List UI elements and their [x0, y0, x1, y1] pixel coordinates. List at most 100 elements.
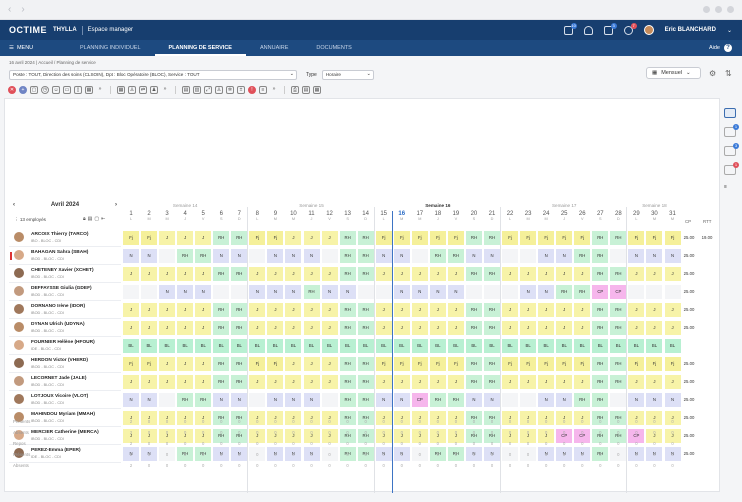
schedule-cell[interactable]: Fj — [429, 357, 446, 371]
schedule-cell[interactable]: J — [249, 411, 266, 425]
schedule-cell[interactable]: J — [123, 321, 140, 335]
schedule-cell[interactable]: N — [465, 393, 482, 407]
schedule-cell[interactable]: N — [465, 249, 482, 263]
schedule-cell[interactable] — [484, 285, 501, 299]
schedule-cell[interactable]: RH — [357, 393, 374, 407]
schedule-cell[interactable]: J — [375, 429, 392, 443]
schedule-cell[interactable]: J — [303, 357, 320, 371]
schedule-cell[interactable]: J — [285, 303, 302, 317]
schedule-cell[interactable] — [375, 285, 392, 299]
schedule-cell[interactable]: J — [574, 321, 591, 335]
schedule-cell[interactable]: BL — [321, 339, 338, 353]
schedule-cell[interactable]: N — [231, 393, 248, 407]
expand-icon[interactable]: ⤢ — [204, 85, 212, 94]
schedule-cell[interactable]: J — [321, 321, 338, 335]
view-select[interactable]: ▦ Mensuel ⌄ — [646, 67, 701, 79]
schedule-cell[interactable]: J — [447, 429, 464, 443]
schedule-cell[interactable]: RH — [357, 375, 374, 389]
grid-view-icon[interactable] — [724, 108, 736, 118]
schedule-cell[interactable]: J — [502, 267, 519, 281]
schedule-cell[interactable]: J — [664, 429, 681, 443]
schedule-cell[interactable]: N — [285, 285, 302, 299]
schedule-cell[interactable]: Fj — [574, 231, 591, 245]
schedule-cell[interactable]: J — [520, 303, 537, 317]
schedule-cell[interactable]: J — [285, 375, 302, 389]
schedule-cell[interactable]: RH — [465, 411, 482, 425]
card-icon[interactable]: ▭ — [63, 85, 71, 94]
schedule-cell[interactable]: J — [538, 375, 555, 389]
schedule-cell[interactable]: Fj — [520, 357, 537, 371]
schedule-cell[interactable]: J — [574, 375, 591, 389]
schedule-cell[interactable]: J — [267, 303, 284, 317]
schedule-cell[interactable]: RH — [339, 357, 356, 371]
schedule-cell[interactable]: CP — [556, 429, 573, 443]
schedule-cell[interactable]: J — [159, 267, 176, 281]
schedule-cell[interactable]: RH — [592, 267, 609, 281]
schedule-cell[interactable]: RH — [610, 375, 627, 389]
schedule-cell[interactable]: N — [628, 393, 645, 407]
schedule-cell[interactable]: J — [429, 429, 446, 443]
schedule-cell[interactable]: BL — [339, 339, 356, 353]
schedule-cell[interactable]: N — [664, 447, 681, 461]
schedule-cell[interactable]: Fj — [574, 357, 591, 371]
schedule-cell[interactable]: J — [502, 303, 519, 317]
schedule-cell[interactable]: BL — [556, 339, 573, 353]
schedule-cell[interactable]: J — [141, 303, 158, 317]
schedule-cell[interactable]: J — [321, 231, 338, 245]
employee-name[interactable]: HERDON Victor (VHERD) — [31, 358, 88, 363]
schedule-cell[interactable]: J — [249, 375, 266, 389]
schedule-cell[interactable]: RH — [429, 447, 446, 461]
schedule-cell[interactable]: J — [195, 429, 212, 443]
schedule-cell[interactable]: J — [556, 321, 573, 335]
schedule-cell[interactable]: J — [303, 267, 320, 281]
schedule-cell[interactable]: N — [556, 249, 573, 263]
schedule-cell[interactable]: BL — [303, 339, 320, 353]
print-icon[interactable]: ⎙ — [291, 85, 299, 94]
schedule-cell[interactable]: J — [411, 321, 428, 335]
schedule-cell[interactable]: Fj — [664, 231, 681, 245]
schedule-cell[interactable]: J — [177, 321, 194, 335]
schedule-cell[interactable]: J — [303, 411, 320, 425]
schedule-cell[interactable]: J — [538, 321, 555, 335]
schedule-cell[interactable]: N — [646, 447, 663, 461]
employee-row[interactable]: MERCIER Catherine (MERCA) IBOD - BLOC - C… — [9, 427, 121, 445]
employee-name[interactable]: MERCIER Catherine (MERCA) — [31, 430, 99, 435]
day-header[interactable]: 30 M — [645, 211, 663, 221]
schedule-cell[interactable]: J — [646, 375, 663, 389]
schedule-cell[interactable]: J — [303, 303, 320, 317]
clock-icon[interactable]: ◷ — [41, 85, 49, 94]
team-icon[interactable]: ♙ — [128, 85, 136, 94]
schedule-cell[interactable]: N — [375, 249, 392, 263]
schedule-cell[interactable] — [213, 285, 230, 299]
schedule-cell[interactable]: RH — [303, 285, 320, 299]
schedule-cell[interactable]: J — [141, 375, 158, 389]
schedule-cell[interactable]: RH — [610, 303, 627, 317]
day-header[interactable]: 21 D — [483, 211, 501, 221]
window-dot-icon[interactable] — [703, 6, 710, 13]
day-header[interactable]: 14 D — [357, 211, 375, 221]
schedule-cell[interactable]: N — [123, 447, 140, 461]
schedule-cell[interactable] — [646, 285, 663, 299]
schedule-cell[interactable]: RH — [195, 393, 212, 407]
day-header[interactable]: 16 M — [393, 211, 411, 221]
schedule-cell[interactable]: RH — [592, 231, 609, 245]
schedule-cell[interactable]: RH — [339, 393, 356, 407]
schedule-cell[interactable]: N — [447, 285, 464, 299]
schedule-cell[interactable]: RH — [574, 249, 591, 263]
schedule-cell[interactable]: J — [375, 267, 392, 281]
schedule-cell[interactable] — [159, 393, 176, 407]
schedule-cell[interactable]: RH — [339, 249, 356, 263]
schedule-cell[interactable]: J — [177, 357, 194, 371]
schedule-cell[interactable]: Fj — [123, 231, 140, 245]
schedule-cell[interactable]: RH — [339, 231, 356, 245]
schedule-cell[interactable]: J — [556, 411, 573, 425]
schedule-cell[interactable]: BL — [177, 339, 194, 353]
schedule-cell[interactable]: N — [303, 249, 320, 263]
schedule-cell[interactable]: J — [520, 429, 537, 443]
schedule-cell[interactable]: J — [195, 411, 212, 425]
schedule-cell[interactable]: RH — [592, 429, 609, 443]
schedule-cell[interactable]: RH — [447, 393, 464, 407]
schedule-cell[interactable]: J — [177, 375, 194, 389]
schedule-cell[interactable]: N — [538, 447, 555, 461]
